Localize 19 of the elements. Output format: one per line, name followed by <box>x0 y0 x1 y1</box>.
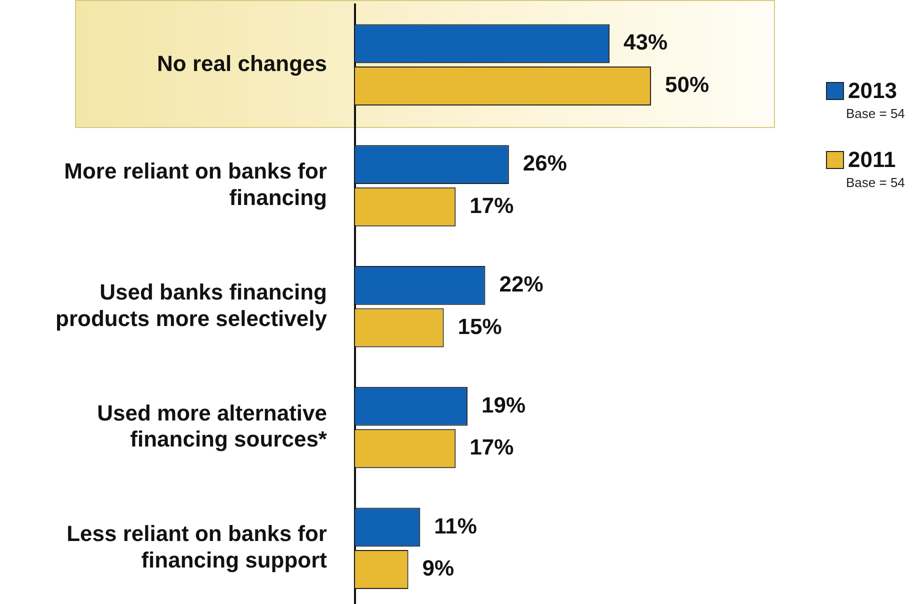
data-label: 22% <box>499 272 544 297</box>
y-tick-label: More reliant on banks for financing <box>64 158 328 210</box>
data-label: 9% <box>422 556 454 581</box>
text: Base = 54 <box>846 175 905 190</box>
data-label: 15% <box>458 314 502 339</box>
y-tick-label: No real changes <box>157 50 327 76</box>
data-label: 43% <box>624 30 668 55</box>
y-tick-label: Used banks financing products more selectively <box>56 279 328 331</box>
y-tick-label: Used more alternative financing sources* <box>97 400 328 452</box>
data-label: 17% <box>470 434 514 460</box>
legend-label: 2011 <box>848 147 896 173</box>
data-label: 11% <box>434 513 477 538</box>
data-label: 19% <box>481 392 526 418</box>
data-label: 50% <box>665 72 710 98</box>
text: Base = 54 <box>846 106 905 121</box>
y-tick-label: Less reliant on banks for financing support <box>66 521 328 573</box>
legend-label: 2013 <box>848 78 897 104</box>
data-label: 17% <box>470 192 514 218</box>
data-label: 26% <box>522 150 567 176</box>
